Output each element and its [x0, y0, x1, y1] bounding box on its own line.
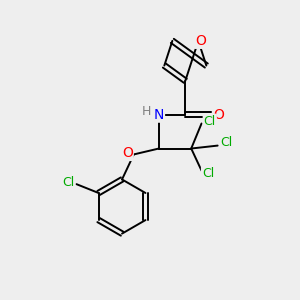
Text: O: O — [122, 146, 133, 160]
Text: Cl: Cl — [62, 176, 74, 189]
Text: Cl: Cl — [202, 167, 214, 180]
Text: H: H — [142, 105, 151, 118]
Text: Cl: Cl — [204, 115, 216, 128]
Text: Cl: Cl — [220, 136, 232, 149]
Text: O: O — [195, 34, 206, 48]
Text: O: O — [213, 108, 224, 122]
Text: N: N — [154, 108, 164, 122]
